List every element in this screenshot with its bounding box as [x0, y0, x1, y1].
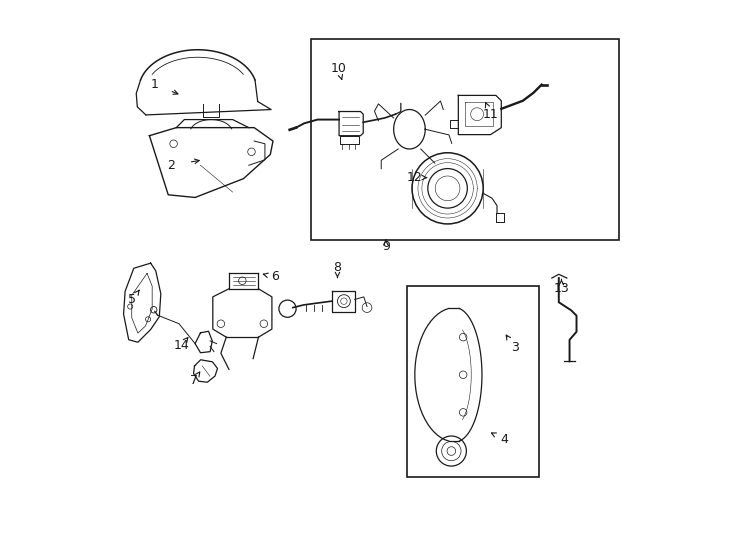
Text: 3: 3	[511, 341, 519, 354]
Text: 7: 7	[190, 374, 198, 387]
Text: 11: 11	[483, 107, 498, 121]
Text: 6: 6	[271, 271, 278, 284]
Text: 1: 1	[151, 78, 159, 91]
Bar	[407, 286, 539, 477]
Text: 5: 5	[128, 293, 137, 306]
Bar	[310, 39, 619, 240]
Text: 12: 12	[407, 171, 422, 184]
Text: 8: 8	[333, 261, 341, 274]
Text: 13: 13	[553, 282, 570, 295]
Text: 10: 10	[330, 62, 346, 75]
Text: 4: 4	[500, 433, 508, 446]
Text: 9: 9	[382, 240, 390, 253]
Text: 14: 14	[174, 339, 189, 352]
Text: 2: 2	[167, 159, 175, 172]
